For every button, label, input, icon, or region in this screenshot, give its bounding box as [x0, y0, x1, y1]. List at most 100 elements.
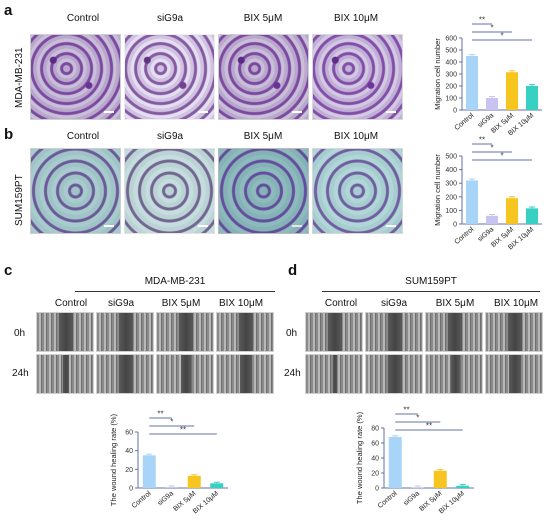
wound-image-c-24h-sig9a: [96, 354, 154, 394]
panel-letter-d: d: [288, 262, 298, 279]
column-label-bix5-b: BIX 5μM: [243, 131, 283, 142]
panel-letter-a: a: [4, 2, 13, 19]
y-tick-label: 20: [371, 471, 379, 478]
column-label-control-b: Control: [66, 131, 100, 142]
wound-column-label-sig9a-c: siG9a: [107, 298, 135, 309]
row-label-sum159pt: SUM159PT: [14, 174, 25, 226]
bar: [526, 86, 538, 110]
wound-column-label-bix10-c: BIX 10μM: [218, 298, 264, 309]
wound-column-label-bix10-d: BIX 10μM: [493, 298, 539, 309]
y-tick-label: 200: [445, 194, 457, 201]
header-underline-c: [75, 291, 275, 292]
y-tick-label: 400: [445, 167, 457, 174]
transwell-image-a-control: [30, 34, 121, 120]
y-tick-label: 200: [445, 84, 457, 91]
y-tick-label: 400: [445, 60, 457, 67]
wound-image-c-24h-control: [36, 354, 94, 394]
bar: [466, 180, 478, 224]
wound-column-label-bix5-d: BIX 5μM: [435, 298, 475, 309]
bar-chart-d: 0 20 40 60 80 The wound healing rate (%) Contr…: [355, 406, 474, 515]
x-tick-label: Control: [453, 226, 475, 246]
wound-image-d-0h-sig9a: [365, 312, 423, 352]
wound-image-d-24h-control: [305, 354, 363, 394]
y-tick-label: 40: [371, 456, 379, 463]
wound-column-label-control-d: Control: [324, 298, 358, 309]
wound-image-d-0h-control: [305, 312, 363, 352]
significance-label: **: [180, 426, 186, 435]
wound-column-label-sig9a-d: siG9a: [380, 298, 408, 309]
bar: [142, 455, 156, 488]
y-axis-label: Migration cell number: [433, 38, 442, 110]
significance-label: **: [157, 410, 163, 419]
y-tick-label: 600: [445, 36, 457, 43]
column-label-bix10: BIX 10μM: [333, 13, 379, 24]
bar: [466, 56, 478, 110]
wound-image-c-24h-bix10: [216, 354, 274, 394]
bar: [411, 487, 425, 489]
y-tick-label: 100: [445, 208, 457, 215]
transwell-image-b-bix10: [312, 148, 403, 234]
significance-label: *: [500, 32, 503, 41]
panel-letter-b: b: [4, 126, 14, 143]
transwell-image-b-control: [30, 148, 121, 234]
y-tick-label: 60: [125, 430, 133, 437]
transwell-image-b-bix5: [218, 148, 309, 234]
significance-label: **: [426, 422, 432, 431]
transwell-image-a-bix5: [218, 34, 309, 120]
column-label-bix10-b: BIX 10μM: [333, 131, 379, 142]
y-tick-label: 500: [445, 154, 457, 161]
significance-label: **: [403, 406, 409, 415]
y-tick-label: 40: [125, 448, 133, 455]
wound-column-label-control-c: Control: [54, 298, 88, 309]
header-underline-d: [322, 291, 540, 292]
wound-image-d-0h-bix10: [485, 312, 543, 352]
wound-image-c-24h-bix5: [156, 354, 214, 394]
wound-image-c-0h-control: [36, 312, 94, 352]
wound-image-c-0h-sig9a: [96, 312, 154, 352]
transwell-image-b-sig9a: [124, 148, 215, 234]
y-axis-label: Migration cell number: [433, 154, 442, 226]
column-label-sig9a-b: siG9a: [156, 131, 184, 142]
bar: [210, 483, 224, 488]
significance-label: *: [490, 144, 493, 153]
wound-image-c-0h-bix5: [156, 312, 214, 352]
cell-line-title-c: MDA-MB-231: [144, 276, 206, 287]
timepoint-label-24h-d: 24h: [284, 368, 301, 379]
column-label-bix5: BIX 5μM: [243, 13, 283, 24]
bar: [506, 198, 518, 224]
column-label-control: Control: [66, 13, 100, 24]
bar: [506, 72, 518, 110]
significance-label: *: [500, 152, 503, 161]
y-tick-label: 300: [445, 181, 457, 188]
significance-label: *: [170, 418, 173, 427]
bar: [526, 208, 538, 224]
x-tick-label: siG9a: [157, 490, 176, 507]
bar: [388, 437, 402, 488]
wound-image-d-24h-bix10: [485, 354, 543, 394]
x-tick-label: Control: [377, 490, 399, 510]
row-label-mda-mb-231: MDA-MB-231: [14, 47, 25, 108]
y-tick-label: 500: [445, 48, 457, 55]
bar: [187, 475, 201, 488]
y-tick-label: 300: [445, 72, 457, 79]
x-tick-label: siG9a: [403, 490, 422, 507]
bar: [433, 470, 447, 488]
wound-image-d-24h-sig9a: [365, 354, 423, 394]
timepoint-label-0h-d: 0h: [286, 328, 298, 339]
y-tick-label: 0: [453, 222, 457, 229]
y-tick-label: 100: [445, 96, 457, 103]
panel-letter-c: c: [4, 262, 13, 279]
bar-chart-c: 0 20 40 60 The wound healing rate (%) Control…: [109, 410, 228, 515]
x-tick-label: Control: [131, 490, 153, 510]
y-tick-label: 0: [453, 108, 457, 115]
column-label-sig9a: siG9a: [156, 13, 184, 24]
significance-label: **: [479, 16, 485, 25]
wound-image-d-0h-bix5: [425, 312, 483, 352]
bar: [486, 215, 498, 224]
significance-label: **: [479, 136, 485, 145]
wound-image-c-0h-bix10: [216, 312, 274, 352]
y-tick-label: 20: [125, 467, 133, 474]
y-axis-label: The wound healing rate (%): [355, 411, 364, 504]
